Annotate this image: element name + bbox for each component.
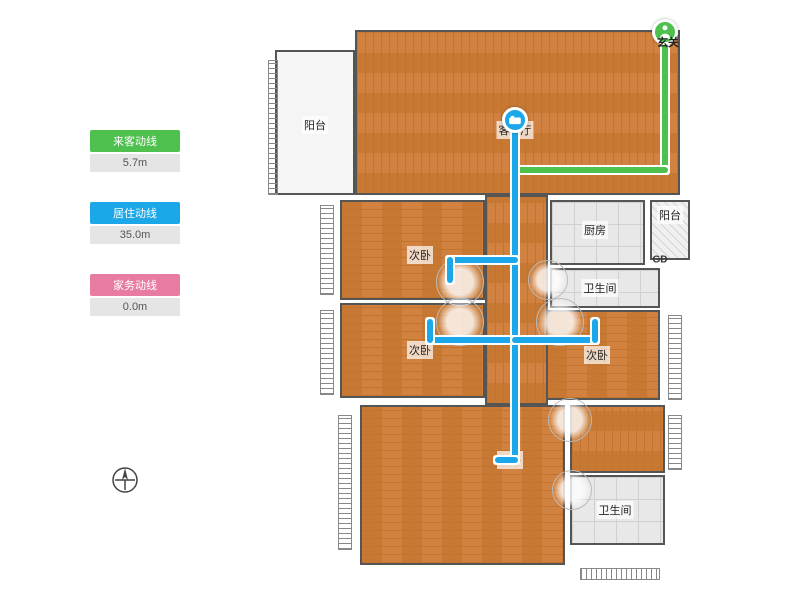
room-label: 次卧 <box>407 246 433 264</box>
balcony-rail <box>320 205 334 295</box>
room-label: 厨房 <box>582 221 608 239</box>
balcony-rail <box>668 315 682 400</box>
path-seg <box>427 337 518 343</box>
balcony-rail <box>268 60 278 195</box>
balcony-rail <box>580 568 660 580</box>
balcony-rail <box>320 310 334 395</box>
path-seg <box>447 257 453 283</box>
living-center-icon <box>502 107 528 133</box>
door-arc <box>548 398 592 442</box>
floor-plan-canvas: 来客动线 5.7m 居住动线 35.0m 家务动线 0.0m 阳台客餐厅次卧次卧… <box>0 0 800 600</box>
legend: 来客动线 5.7m 居住动线 35.0m 家务动线 0.0m <box>90 130 180 346</box>
legend-value: 0.0m <box>90 298 180 316</box>
room-label: 卫生间 <box>582 279 619 297</box>
legend-chore: 家务动线 0.0m <box>90 274 180 316</box>
path-seg <box>447 257 518 263</box>
label-GD: GD <box>653 255 668 266</box>
legend-label: 来客动线 <box>90 130 180 152</box>
room-label: 阳台 <box>302 116 328 134</box>
room-label: 次卧 <box>584 346 610 364</box>
room-label: 阳台 <box>657 206 683 224</box>
door-arc <box>552 470 592 510</box>
path-seg <box>662 35 668 173</box>
compass-icon <box>110 465 140 495</box>
balcony-rail <box>668 415 682 470</box>
path-seg <box>592 319 598 343</box>
path-seg <box>512 167 668 173</box>
label-玄关: 玄关 <box>657 34 679 50</box>
path-seg <box>427 319 433 343</box>
door-arc <box>528 260 568 300</box>
balcony-rail <box>338 415 352 550</box>
floor-plan: 阳台客餐厅次卧次卧次卧主卧厨房卫生间卫生间阳台GD玄关 <box>260 20 710 590</box>
path-seg <box>512 337 598 343</box>
legend-value: 35.0m <box>90 226 180 244</box>
legend-guest: 来客动线 5.7m <box>90 130 180 172</box>
path-seg <box>512 117 518 463</box>
legend-label: 居住动线 <box>90 202 180 224</box>
legend-value: 5.7m <box>90 154 180 172</box>
room-label: 卫生间 <box>597 501 634 519</box>
path-seg <box>495 457 518 463</box>
room-master <box>360 405 565 565</box>
legend-resident: 居住动线 35.0m <box>90 202 180 244</box>
legend-label: 家务动线 <box>90 274 180 296</box>
